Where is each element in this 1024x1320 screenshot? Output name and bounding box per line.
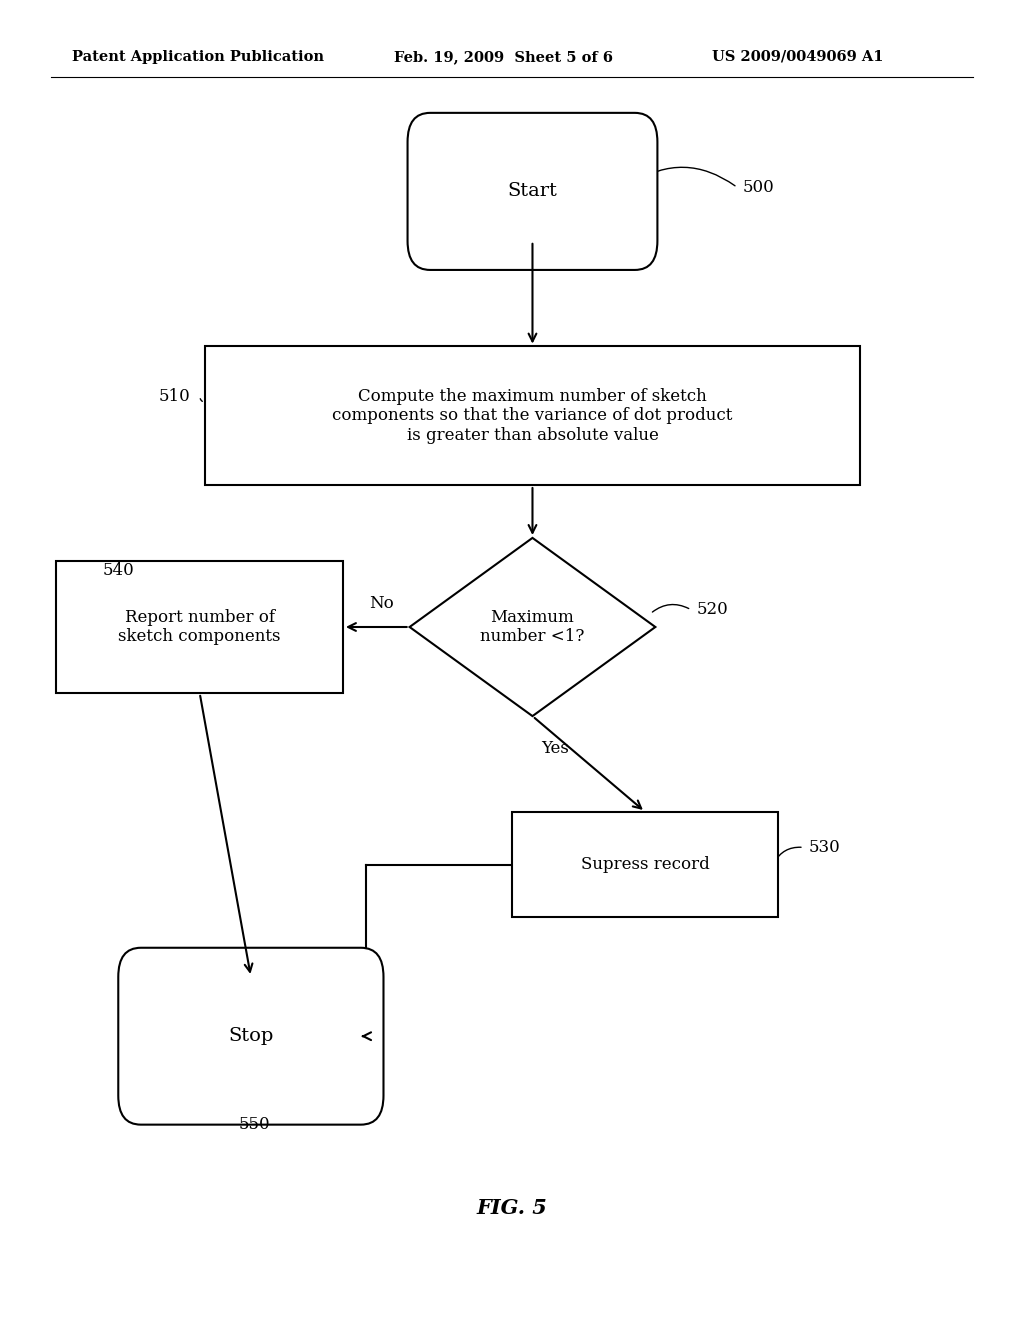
Text: 530: 530 bbox=[809, 840, 841, 855]
Text: Patent Application Publication: Patent Application Publication bbox=[72, 50, 324, 63]
Text: FIG. 5: FIG. 5 bbox=[476, 1197, 548, 1218]
Text: 520: 520 bbox=[696, 602, 728, 618]
FancyBboxPatch shape bbox=[408, 114, 657, 271]
Polygon shape bbox=[410, 539, 655, 715]
Text: Supress record: Supress record bbox=[581, 857, 710, 873]
Text: 540: 540 bbox=[102, 562, 134, 578]
Text: Stop: Stop bbox=[228, 1027, 273, 1045]
Bar bbox=[205, 346, 860, 484]
FancyBboxPatch shape bbox=[119, 948, 384, 1125]
Text: Compute the maximum number of sketch
components so that the variance of dot prod: Compute the maximum number of sketch com… bbox=[333, 388, 732, 444]
Text: Feb. 19, 2009  Sheet 5 of 6: Feb. 19, 2009 Sheet 5 of 6 bbox=[394, 50, 613, 63]
Text: Start: Start bbox=[508, 182, 557, 201]
Text: Maximum
number <1?: Maximum number <1? bbox=[480, 609, 585, 645]
Text: Report number of
sketch components: Report number of sketch components bbox=[119, 609, 281, 645]
Text: Yes: Yes bbox=[541, 739, 569, 756]
Bar bbox=[56, 561, 343, 693]
Text: 510: 510 bbox=[159, 388, 190, 404]
Text: No: No bbox=[370, 595, 394, 611]
Text: 500: 500 bbox=[742, 180, 774, 195]
Text: 550: 550 bbox=[239, 1117, 269, 1133]
Text: US 2009/0049069 A1: US 2009/0049069 A1 bbox=[712, 50, 883, 63]
Bar bbox=[512, 812, 778, 917]
